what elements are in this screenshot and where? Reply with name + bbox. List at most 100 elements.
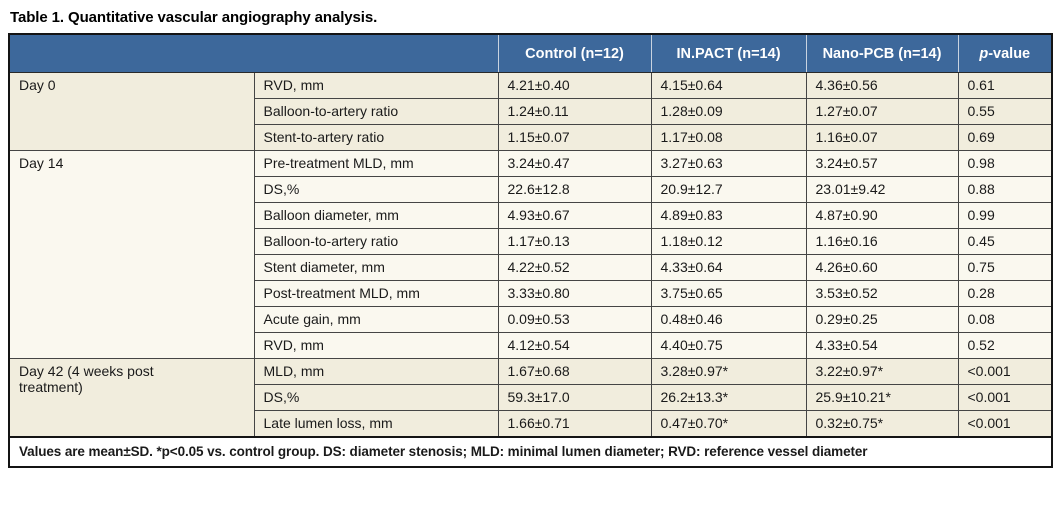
table-row: Balloon-to-artery ratio 1.24±0.11 1.28±0… — [9, 98, 1053, 125]
value-cell-control: 4.21±0.40 — [497, 72, 652, 99]
footnote: Values are mean±SD. *p<0.05 vs. control … — [9, 435, 1052, 467]
parameter-cell: Late lumen loss, mm — [253, 410, 499, 437]
pvalue-cell: 0.45 — [957, 228, 1053, 255]
value-cell-control: 1.24±0.11 — [497, 98, 652, 125]
value-cell-inpact: 3.27±0.63 — [650, 150, 807, 177]
group-label: Day 0 — [19, 77, 56, 93]
parameter-cell: Acute gain, mm — [253, 306, 499, 333]
value-cell-nanopcb: 1.27±0.07 — [805, 98, 959, 125]
column-header-control: Control (n=12) — [497, 34, 651, 73]
value-cell-inpact: 1.28±0.09 — [650, 98, 807, 125]
pvalue-cell: <0.001 — [957, 410, 1053, 437]
pvalue-cell: 0.75 — [957, 254, 1053, 281]
parameter-cell: DS,% — [253, 384, 499, 411]
value-cell-inpact: 1.17±0.08 — [650, 124, 807, 151]
value-cell-nanopcb: 4.33±0.54 — [805, 332, 959, 359]
parameter-cell: Stent diameter, mm — [253, 254, 499, 281]
table-row: Day 14 Pre-treatment MLD, mm 3.24±0.47 3… — [8, 150, 1053, 359]
pvalue-header-rest: -value — [988, 45, 1031, 62]
pvalue-cell: 0.52 — [957, 332, 1053, 359]
pvalue-cell: <0.001 — [957, 384, 1053, 411]
value-cell-control: 1.17±0.13 — [497, 228, 652, 255]
value-cell-control: 1.67±0.68 — [497, 358, 652, 385]
pvalue-cell: 0.69 — [957, 124, 1053, 151]
column-header-pvalue: p-value — [957, 34, 1052, 73]
pvalue-cell: 0.61 — [957, 72, 1053, 99]
page: Table 1. Quantitative vascular angiograp… — [8, 9, 1053, 468]
value-cell-inpact: 4.15±0.64 — [650, 72, 807, 99]
value-cell-nanopcb: 3.24±0.57 — [805, 150, 959, 177]
pvalue-cell: 0.55 — [957, 98, 1053, 125]
group-cell-day42: Day 42 (4 weeks post treatment) — [8, 358, 255, 437]
pvalue-cell: 0.98 — [957, 150, 1053, 177]
value-cell-control: 22.6±12.8 — [497, 176, 652, 203]
column-header-inpact: IN.PACT (n=14) — [650, 34, 806, 73]
value-cell-control: 1.15±0.07 — [497, 124, 652, 151]
value-cell-nanopcb: 0.32±0.75* — [805, 410, 959, 437]
pvalue-italic-p: p — [979, 45, 989, 62]
pvalue-cell: 0.99 — [957, 202, 1053, 229]
value-cell-nanopcb: 4.36±0.56 — [805, 72, 959, 99]
value-cell-nanopcb: 25.9±10.21* — [805, 384, 959, 411]
table-row: Stent-to-artery ratio 1.15±0.07 1.17±0.0… — [9, 124, 1053, 151]
pvalue-cell: <0.001 — [957, 358, 1053, 385]
header-blank-cell — [9, 34, 498, 73]
parameter-cell: Balloon diameter, mm — [253, 202, 499, 229]
table-row: DS,% 22.6±12.8 20.9±12.7 23.01±9.42 0.88 — [9, 176, 1053, 203]
group-label: Day 14 — [19, 155, 64, 171]
table-row: Acute gain, mm 0.09±0.53 0.48±0.46 0.29±… — [9, 306, 1053, 333]
value-cell-inpact: 4.40±0.75 — [650, 332, 807, 359]
value-cell-control: 59.3±17.0 — [497, 384, 652, 411]
parameter-cell: RVD, mm — [253, 332, 499, 359]
value-cell-control: 0.09±0.53 — [497, 306, 652, 333]
parameter-cell: Balloon-to-artery ratio — [253, 228, 499, 255]
parameter-cell: Stent-to-artery ratio — [253, 124, 499, 151]
value-cell-control: 4.12±0.54 — [497, 332, 652, 359]
header-row: Control (n=12) IN.PACT (n=14) Nano-PCB (… — [9, 34, 1052, 73]
group-label: Day 42 (4 weeks post treatment) — [19, 363, 154, 396]
value-cell-nanopcb: 4.87±0.90 — [805, 202, 959, 229]
value-cell-control: 3.24±0.47 — [497, 150, 652, 177]
value-cell-inpact: 4.89±0.83 — [650, 202, 807, 229]
value-cell-nanopcb: 3.22±0.97* — [805, 358, 959, 385]
group-cell-day14: Day 14 — [8, 150, 255, 359]
parameter-cell: Pre-treatment MLD, mm — [253, 150, 499, 177]
table-row: Late lumen loss, mm 1.66±0.71 0.47±0.70*… — [9, 410, 1053, 437]
value-cell-inpact: 0.48±0.46 — [650, 306, 807, 333]
value-cell-nanopcb: 23.01±9.42 — [805, 176, 959, 203]
column-header-nanopcb: Nano-PCB (n=14) — [805, 34, 958, 73]
table-row: Balloon-to-artery ratio 1.17±0.13 1.18±0… — [9, 228, 1053, 255]
value-cell-nanopcb: 0.29±0.25 — [805, 306, 959, 333]
value-cell-control: 1.66±0.71 — [497, 410, 652, 437]
value-cell-inpact: 3.75±0.65 — [650, 280, 807, 307]
pvalue-cell: 0.08 — [957, 306, 1053, 333]
parameter-cell: MLD, mm — [253, 358, 499, 385]
parameter-cell: Balloon-to-artery ratio — [253, 98, 499, 125]
table-row: Stent diameter, mm 4.22±0.52 4.33±0.64 4… — [9, 254, 1053, 281]
angiography-table: Control (n=12) IN.PACT (n=14) Nano-PCB (… — [8, 33, 1053, 468]
value-cell-control: 3.33±0.80 — [497, 280, 652, 307]
value-cell-nanopcb: 3.53±0.52 — [805, 280, 959, 307]
value-cell-inpact: 26.2±13.3* — [650, 384, 807, 411]
pvalue-cell: 0.88 — [957, 176, 1053, 203]
table-row: DS,% 59.3±17.0 26.2±13.3* 25.9±10.21* <0… — [9, 384, 1053, 411]
footnote-row: Values are mean±SD. *p<0.05 vs. control … — [9, 435, 1052, 467]
value-cell-inpact: 4.33±0.64 — [650, 254, 807, 281]
parameter-cell: RVD, mm — [253, 72, 499, 99]
table-row: Day 42 (4 weeks post treatment) MLD, mm … — [8, 358, 1053, 437]
value-cell-inpact: 0.47±0.70* — [650, 410, 807, 437]
value-cell-inpact: 20.9±12.7 — [650, 176, 807, 203]
table-row: Day 0 RVD, mm 4.21±0.40 4.15±0.64 4.36±0… — [8, 72, 1053, 151]
value-cell-inpact: 3.28±0.97* — [650, 358, 807, 385]
table-row: Post-treatment MLD, mm 3.33±0.80 3.75±0.… — [9, 280, 1053, 307]
pvalue-cell: 0.28 — [957, 280, 1053, 307]
table-title: Table 1. Quantitative vascular angiograp… — [10, 9, 378, 26]
table-row: Balloon diameter, mm 4.93±0.67 4.89±0.83… — [9, 202, 1053, 229]
value-cell-nanopcb: 4.26±0.60 — [805, 254, 959, 281]
value-cell-control: 4.22±0.52 — [497, 254, 652, 281]
value-cell-nanopcb: 1.16±0.16 — [805, 228, 959, 255]
parameter-cell: Post-treatment MLD, mm — [253, 280, 499, 307]
parameter-cell: DS,% — [253, 176, 499, 203]
value-cell-nanopcb: 1.16±0.07 — [805, 124, 959, 151]
value-cell-control: 4.93±0.67 — [497, 202, 652, 229]
